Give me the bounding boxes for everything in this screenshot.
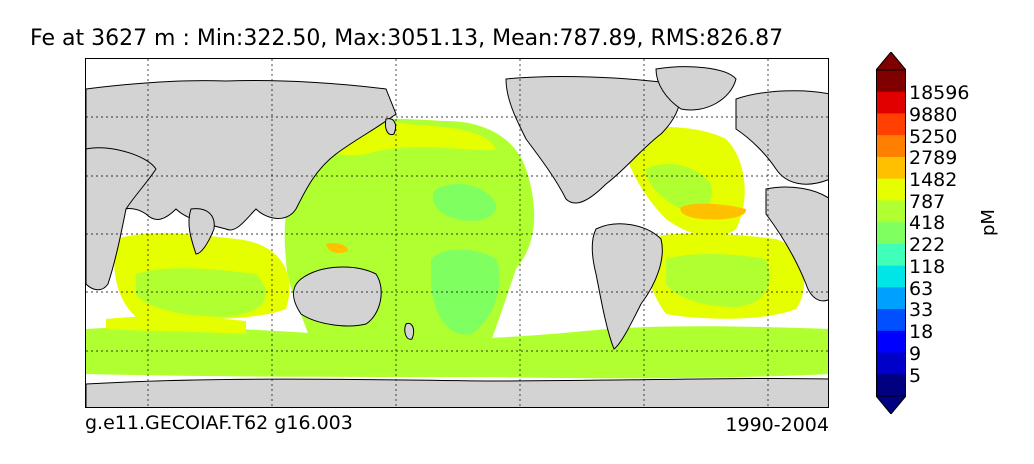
southern-ocean-yellow bbox=[106, 316, 246, 334]
europe-land bbox=[735, 90, 828, 185]
colorbar-swatch bbox=[876, 113, 906, 136]
graticule bbox=[86, 59, 828, 407]
caribbean-high-patch bbox=[680, 203, 747, 220]
colorbar-tick-label: 63 bbox=[909, 277, 934, 300]
colorbar-swatch bbox=[876, 222, 906, 245]
colorbar-swatch bbox=[876, 135, 906, 158]
eurasia-land bbox=[86, 80, 397, 231]
map-panel bbox=[85, 58, 829, 408]
greenland-land bbox=[655, 66, 737, 111]
colorbar-tick-label: 418 bbox=[909, 212, 946, 235]
colorbar-tick-label: 2789 bbox=[909, 147, 958, 170]
colorbar-tick-labels: 18596 9880 5250 2789 1482 787 418 222 118 63 33 18 9… bbox=[909, 70, 979, 400]
date-range-label: 1990-2004 bbox=[725, 414, 829, 436]
colorbar-unit-label: pM bbox=[978, 209, 999, 236]
colorbar-tick-label: 18596 bbox=[909, 82, 970, 104]
colorbar-swatch bbox=[876, 70, 906, 93]
colorbar-swatch bbox=[876, 265, 906, 288]
antarctica-land bbox=[86, 377, 828, 407]
japan-land bbox=[385, 118, 397, 136]
colorbar-swatch bbox=[876, 330, 906, 354]
colorbar-swatch bbox=[876, 200, 906, 223]
australia-land bbox=[293, 266, 382, 327]
africa-land bbox=[86, 147, 157, 291]
colorbar-swatch bbox=[876, 178, 906, 201]
india-land bbox=[188, 208, 215, 255]
west-africa-land bbox=[765, 186, 828, 302]
colorbar-swatch bbox=[876, 243, 906, 267]
colorbar-swatch bbox=[876, 352, 906, 375]
colorbar-tick-label: 222 bbox=[909, 234, 946, 257]
southern-ocean-band bbox=[86, 326, 828, 379]
colorbar-tick-label: 118 bbox=[909, 255, 946, 278]
colorbar-top-arrow bbox=[876, 52, 906, 71]
indonesia-high-patch bbox=[326, 242, 348, 253]
colorbar-tick-label: 33 bbox=[909, 299, 934, 322]
colorbar-swatch bbox=[876, 287, 906, 310]
central-pacific-low bbox=[432, 184, 497, 221]
colorbar-tick-label: 1482 bbox=[909, 168, 958, 191]
colorbar-tick-label: 5 bbox=[909, 364, 922, 387]
model-case-label: g.e11.GECOIAF.T62 g16.003 bbox=[85, 412, 353, 434]
new-zealand-land bbox=[404, 322, 415, 340]
colorbar-swatch bbox=[876, 156, 906, 180]
colorbar-bottom-arrow bbox=[876, 395, 906, 414]
colorbar-swatch bbox=[876, 374, 906, 397]
north-america-land bbox=[505, 76, 681, 204]
colorbar-swatch bbox=[876, 309, 906, 332]
indian-ocean-green bbox=[136, 268, 266, 317]
colorbar-tick-label: 787 bbox=[909, 190, 946, 213]
colorbar-tick-label: 5250 bbox=[909, 125, 958, 148]
south-pacific-low bbox=[431, 249, 500, 335]
south-america-land bbox=[591, 223, 663, 350]
colorbar-swatch bbox=[876, 91, 906, 114]
colorbar-tick-label: 18 bbox=[909, 321, 934, 344]
colorbar-tick-label: 9880 bbox=[909, 103, 958, 126]
map-title: Fe at 3627 m : Min:322.50, Max:3051.13, … bbox=[30, 26, 784, 51]
colorbar-tick-label: 9 bbox=[909, 342, 922, 365]
colorbar bbox=[876, 52, 906, 414]
ocean-field-map bbox=[86, 59, 828, 407]
colorbar-frame bbox=[876, 69, 906, 397]
south-atlantic-green bbox=[666, 254, 770, 307]
land-masses bbox=[86, 66, 828, 407]
